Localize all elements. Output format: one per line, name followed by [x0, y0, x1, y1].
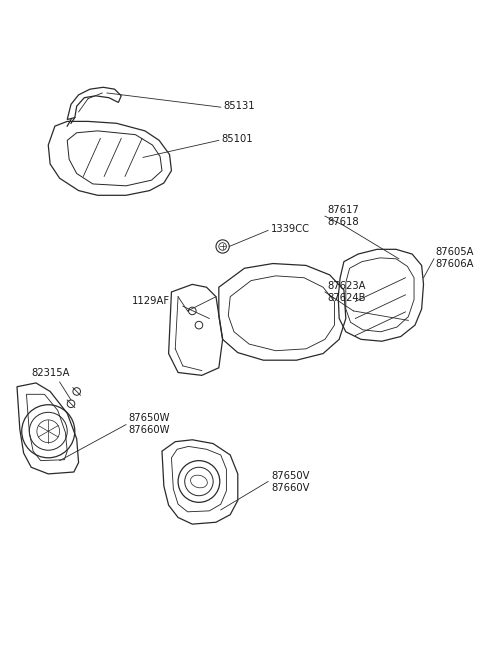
Text: 1129AF: 1129AF [132, 297, 170, 307]
Text: 87650W: 87650W [129, 413, 170, 423]
Text: 1339CC: 1339CC [271, 225, 310, 234]
Text: 87605A: 87605A [436, 247, 474, 257]
Text: 87660W: 87660W [129, 425, 170, 436]
Text: 87660V: 87660V [271, 483, 310, 493]
Text: 87617: 87617 [328, 206, 360, 215]
Text: 87618: 87618 [328, 217, 360, 227]
Text: 87650V: 87650V [271, 471, 310, 481]
Text: 85101: 85101 [222, 134, 253, 144]
Text: 82315A: 82315A [31, 369, 70, 379]
Text: 87623A: 87623A [328, 281, 366, 291]
Text: 87606A: 87606A [436, 259, 474, 269]
Text: 85131: 85131 [224, 102, 255, 111]
Text: 87624B: 87624B [328, 293, 366, 303]
